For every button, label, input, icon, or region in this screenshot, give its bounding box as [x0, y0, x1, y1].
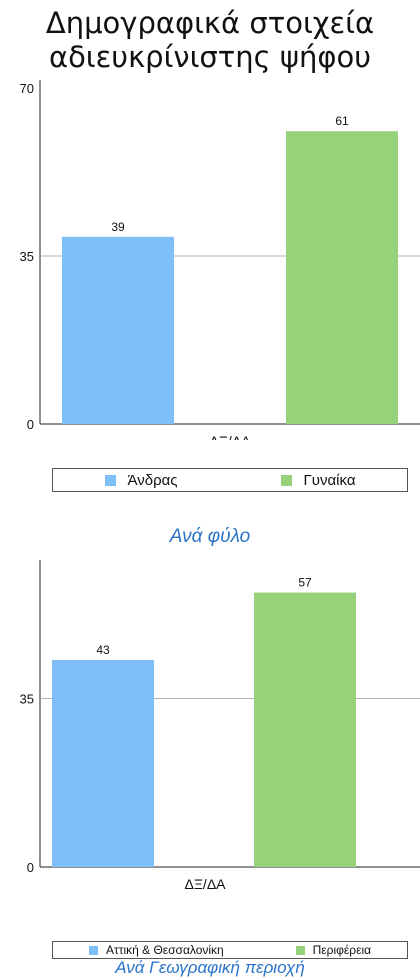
legend-item-periphery: Περιφέρεια: [295, 943, 372, 957]
gender-caption: Ανά φύλο: [169, 526, 251, 547]
region-x-category-label: ΔΞ/ΔΑ: [184, 876, 226, 890]
gender-value-label-2: 61: [335, 114, 349, 128]
region-legend: Αττική & Θεσσαλονίκη Περιφέρεια: [52, 941, 408, 959]
gender-x-category-label: ΔΞ/ΔΑ: [209, 433, 251, 440]
page-title: Δημογραφικά στοιχεία αδιευκρίνιστης ψήφο…: [0, 6, 420, 74]
legend-label-female: Γυναίκα: [303, 471, 356, 489]
gender-legend: Άνδρας Γυναίκα: [52, 468, 408, 492]
legend-item-female: Γυναίκα: [280, 471, 356, 489]
region-value-label-1: 43: [96, 643, 110, 657]
legend-swatch-male: [104, 474, 116, 486]
gender-y-tick-label-70: 70: [20, 81, 34, 96]
region-bar-2: [254, 592, 356, 867]
title-line-1: Δημογραφικά στοιχεία: [45, 6, 375, 40]
gender-value-label-1: 39: [111, 220, 125, 234]
title-line-2: αδιευκρίνιστης ψήφου: [48, 40, 372, 74]
gender-bar-chart: 0 35 70 39 61 ΔΞ/ΔΑ: [20, 80, 420, 440]
gender-y-tick-label-35: 35: [20, 249, 34, 264]
gender-bar-2: [286, 131, 398, 424]
legend-swatch-attica: [88, 945, 98, 955]
legend-label-periphery: Περιφέρεια: [312, 943, 372, 957]
legend-item-attica: Αττική & Θεσσαλονίκη: [88, 943, 224, 957]
gender-y-tick-label-0: 0: [27, 417, 34, 432]
legend-label-male: Άνδρας: [127, 471, 178, 489]
region-y-tick-label-35: 35: [20, 692, 34, 707]
region-value-label-2: 57: [298, 576, 312, 590]
legend-swatch-female: [280, 474, 292, 486]
region-y-tick-label-0: 0: [27, 860, 34, 875]
legend-swatch-periphery: [295, 945, 305, 955]
region-caption: Ανά Γεωγραφική περιοχή: [115, 958, 305, 977]
legend-label-attica: Αττική & Θεσσαλονίκη: [105, 943, 224, 957]
gender-bar-1: [62, 236, 174, 424]
region-bar-chart: 0 35 43 57 ΔΞ/ΔΑ: [20, 560, 420, 890]
region-bar-1: [52, 659, 154, 867]
legend-item-male: Άνδρας: [104, 471, 178, 489]
